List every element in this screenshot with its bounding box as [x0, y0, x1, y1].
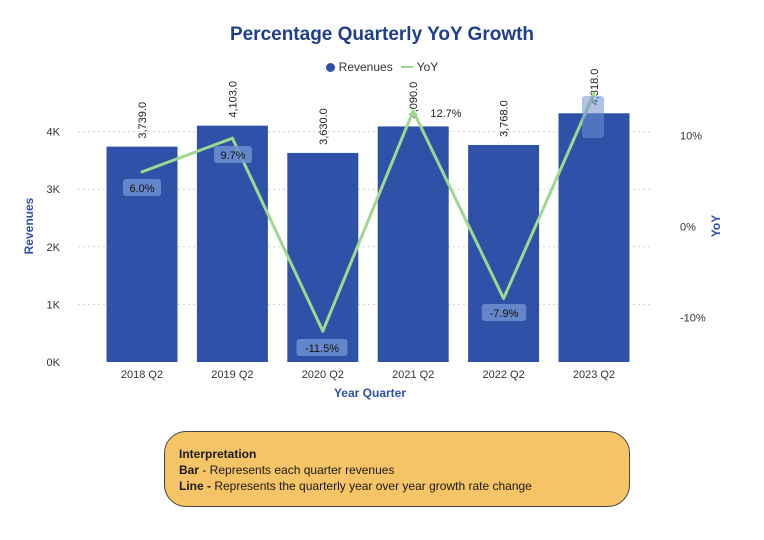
x-tick-label: 2022 Q2: [482, 369, 524, 381]
chart-plot: 0K 1K 2K 3K 4K -10% 0% 10% Revenues YoY Year Quart…: [22, 69, 723, 400]
x-tick-label: 2018 Q2: [121, 369, 163, 381]
x-tick-label: 2019 Q2: [211, 369, 253, 381]
y2-tick-label: 10%: [680, 131, 702, 143]
yoy-point: [140, 170, 144, 174]
x-tick-label: 2023 Q2: [573, 369, 615, 381]
bar: [558, 113, 630, 362]
legend-swatch-yoy: [400, 66, 413, 68]
yoy-data-label-bg: [123, 179, 161, 196]
chart-title: Percentage Quarterly YoY Growth: [229, 24, 535, 45]
y-tick-label: 1K: [47, 299, 61, 311]
yoy-data-label: 6.0%: [129, 183, 154, 195]
bar-data-label: 3,768.0: [499, 100, 511, 137]
y-axis-label: Revenues: [22, 197, 36, 254]
interpretation-bar-text: - Represents each quarter revenues: [199, 463, 395, 477]
bar: [106, 146, 178, 362]
y2-axis-label: YoY: [709, 215, 723, 237]
yoy-data-label: -11.5%: [305, 343, 339, 355]
interpretation-bar-key: Bar: [179, 463, 200, 477]
x-axis-label: Year Quarter: [334, 386, 406, 400]
legend: Revenues YoY: [0, 60, 764, 74]
x-tick-label: 2021 Q2: [392, 369, 434, 381]
bar: [468, 144, 540, 362]
yoy-data-label-bg: [481, 304, 527, 321]
bar-data-label: 4,090.0: [408, 82, 420, 119]
yoy-data-label: -7.9%: [490, 308, 519, 320]
interpretation-box: Interpretation Bar - Represents each qua…: [164, 431, 630, 507]
bar-data-label: 4,103.0: [227, 81, 239, 118]
y-tick-label: 4K: [47, 127, 61, 139]
legend-label-yoy: YoY: [416, 60, 439, 74]
interpretation-bar-line: Bar - Represents each quarter revenues: [179, 462, 613, 478]
legend-entry-revenues: Revenues: [325, 60, 393, 74]
yoy-point: [230, 136, 234, 140]
y-tick-label: 2K: [47, 242, 61, 254]
bar-data-label: 3,739.0: [137, 102, 149, 139]
yoy-point: [321, 329, 325, 333]
legend-label-revenues: Revenues: [338, 60, 393, 74]
interpretation-line-line: Line - Represents the quarterly year ove…: [179, 478, 613, 494]
yoy-point: [592, 92, 596, 96]
yoy-data-label-bg: [296, 339, 348, 356]
bar-label-highlight: [582, 96, 604, 138]
yoy-data-label: 12.7%: [430, 108, 461, 120]
yoy-data-label: 9.7%: [220, 150, 245, 162]
x-tick-label: 2020 Q2: [302, 369, 344, 381]
y-tick-label: 3K: [47, 184, 61, 196]
bar-data-label: 3,630.0: [318, 108, 330, 145]
bar: [287, 152, 359, 362]
legend-swatch-revenues: [325, 62, 335, 72]
interpretation-line-key: Line -: [179, 479, 211, 493]
bar: [196, 125, 268, 362]
yoy-data-label-bg: [214, 146, 252, 163]
legend-entry-yoy: YoY: [400, 60, 439, 74]
yoy-point: [411, 109, 415, 113]
yoy-point: [502, 296, 506, 300]
y2-tick-label: -10%: [680, 313, 706, 325]
y-tick-label: 0K: [47, 357, 61, 369]
yoy-series-line: [141, 93, 596, 333]
interpretation-title: Interpretation: [179, 447, 257, 461]
interpretation-line-text: Represents the quarterly year over year …: [211, 479, 532, 493]
y2-tick-label: 0%: [680, 222, 696, 234]
